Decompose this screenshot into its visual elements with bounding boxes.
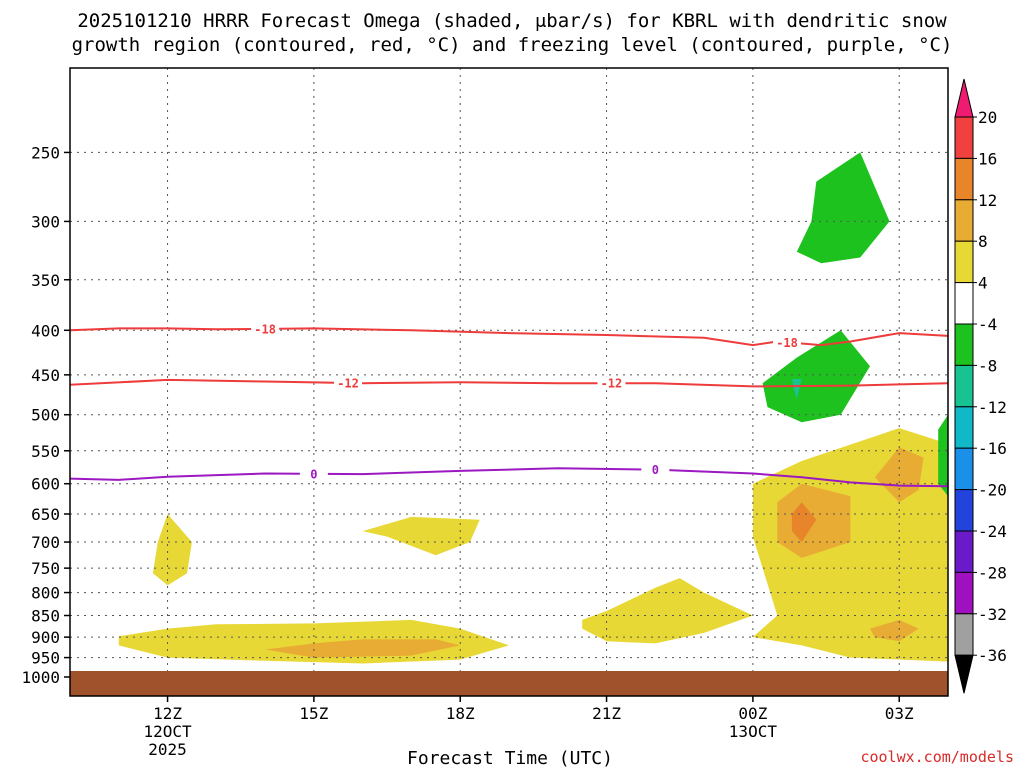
colorbar-segment-4 bbox=[954, 282, 974, 325]
colorbar-bottom-arrow bbox=[954, 654, 974, 694]
contour-label-bg--12-1 bbox=[597, 376, 626, 391]
ground-surface bbox=[70, 671, 948, 696]
colorbar-segment-5 bbox=[954, 323, 974, 366]
colorbar-legend: 20 16 12 8 4 -4 -8 -12 -16 -20 -24 -28 -32 -36 bbox=[954, 78, 1007, 694]
shaded-region-2 bbox=[152, 514, 192, 586]
colorbar-segment-2 bbox=[954, 199, 974, 242]
y-tick-label-750: 750 bbox=[31, 559, 60, 578]
x-tick-sublabel-00Z-0: 13OCT bbox=[729, 722, 778, 741]
colorbar-segment-3 bbox=[954, 240, 974, 284]
y-tick-label-700: 700 bbox=[31, 533, 60, 552]
contour-0 bbox=[69, 467, 949, 488]
colorbar-segment-11 bbox=[954, 571, 974, 615]
colorbar-label-0: 20 bbox=[978, 108, 997, 127]
shaded-region-3 bbox=[362, 516, 480, 556]
colorbar-segment-0 bbox=[954, 116, 974, 159]
colorbar-segment-7 bbox=[954, 406, 974, 449]
shaded-region-12 bbox=[791, 379, 802, 400]
colorbar-label-9: -20 bbox=[978, 481, 1007, 500]
x-tick-label-21Z: 21Z bbox=[592, 704, 621, 723]
colorbar-label-11: -28 bbox=[978, 563, 1007, 582]
contour-label-0-0: 0 bbox=[310, 467, 317, 481]
plot-frame bbox=[69, 67, 949, 697]
shaded-region-4 bbox=[582, 578, 753, 644]
y-tick-label-250: 250 bbox=[31, 143, 60, 162]
colorbar-label-3: 8 bbox=[978, 232, 988, 251]
colorbar-top-arrow bbox=[954, 78, 974, 118]
y-tick-label-850: 850 bbox=[31, 607, 60, 626]
y-tick-label-500: 500 bbox=[31, 406, 60, 425]
contour-label--18-1: -18 bbox=[776, 336, 798, 350]
y-tick-label-400: 400 bbox=[31, 321, 60, 340]
colorbar-segment-1 bbox=[954, 157, 974, 201]
y-tick-label-300: 300 bbox=[31, 212, 60, 231]
grid-lines bbox=[70, 68, 948, 678]
contour-label-bg--12-0 bbox=[334, 375, 363, 390]
x-tick-sublabel-12Z-1: 2025 bbox=[148, 740, 187, 759]
contour--12 bbox=[69, 378, 949, 388]
contour-lines: -18 -18 -12 -12 0 0 bbox=[69, 321, 949, 488]
colorbar-label-12: -32 bbox=[978, 605, 1007, 624]
colorbar-label-6: -8 bbox=[978, 356, 997, 375]
y-tick-label-600: 600 bbox=[31, 475, 60, 494]
y-tick-label-450: 450 bbox=[31, 366, 60, 385]
credit-text[interactable]: coolwx.com/models bbox=[860, 748, 1014, 766]
contour-label--12-1: -12 bbox=[601, 377, 623, 391]
contour-label-bg--18-0 bbox=[251, 321, 280, 336]
y-tick-label-650: 650 bbox=[31, 505, 60, 524]
contour-label--18-0: -18 bbox=[254, 322, 276, 336]
colorbar-label-13: -36 bbox=[978, 646, 1007, 665]
colorbar-segment-9 bbox=[954, 489, 974, 532]
shaded-region-11 bbox=[762, 330, 870, 423]
y-tick-label-550: 550 bbox=[31, 442, 60, 461]
y-tick-label-800: 800 bbox=[31, 584, 60, 603]
colorbar-label-8: -16 bbox=[978, 439, 1007, 458]
colorbar-label-7: -12 bbox=[978, 398, 1007, 417]
y-tick-label-1000: 1000 bbox=[21, 668, 60, 687]
colorbar-segment-8 bbox=[954, 447, 974, 491]
x-tick-label-15Z: 15Z bbox=[299, 704, 328, 723]
x-tick-label-00Z: 00Z bbox=[738, 704, 767, 723]
contour--18 bbox=[69, 327, 949, 347]
y-tick-label-900: 900 bbox=[31, 628, 60, 647]
shaded-region-9 bbox=[870, 619, 919, 642]
shaded-region-7 bbox=[791, 502, 817, 542]
colorbar-segment-10 bbox=[954, 530, 974, 573]
x-tick-label-18Z: 18Z bbox=[446, 704, 475, 723]
colorbar-segment-6 bbox=[954, 364, 974, 408]
y-axis-pressure: 250 300 350 400 450 500 550 600 650 700 750 800 850 9… bbox=[21, 143, 70, 687]
contour-label-bg-0-0 bbox=[299, 466, 328, 481]
chart-title-line-1: 2025101210 HRRR Forecast Omega (shaded, … bbox=[77, 10, 947, 32]
shaded-region-13 bbox=[938, 414, 948, 497]
colorbar-label-2: 12 bbox=[978, 191, 997, 210]
shaded-region-14 bbox=[943, 77, 948, 160]
y-tick-label-950: 950 bbox=[31, 649, 60, 668]
contour-label-0-1: 0 bbox=[652, 463, 659, 477]
colorbar-label-5: -4 bbox=[978, 315, 997, 334]
x-tick-label-12Z: 12Z bbox=[153, 704, 182, 723]
contour-label--12-0: -12 bbox=[337, 376, 359, 390]
colorbar-label-4: 4 bbox=[978, 274, 988, 293]
shaded-region-10 bbox=[796, 152, 890, 264]
x-tick-label-03Z: 03Z bbox=[885, 704, 914, 723]
y-tick-label-350: 350 bbox=[31, 271, 60, 290]
plot-area bbox=[118, 77, 948, 664]
contour-label-bg-0-1 bbox=[641, 462, 670, 477]
colorbar-segment-12 bbox=[954, 613, 974, 656]
colorbar-label-10: -24 bbox=[978, 522, 1007, 541]
contour-label-bg--18-1 bbox=[773, 335, 802, 350]
x-axis-label: Forecast Time (UTC) bbox=[407, 748, 613, 768]
x-tick-sublabel-12Z-0: 12OCT bbox=[143, 722, 192, 741]
chart-title-line-2: growth region (contoured, red, °C) and f… bbox=[72, 34, 953, 56]
colorbar-label-1: 16 bbox=[978, 149, 997, 168]
